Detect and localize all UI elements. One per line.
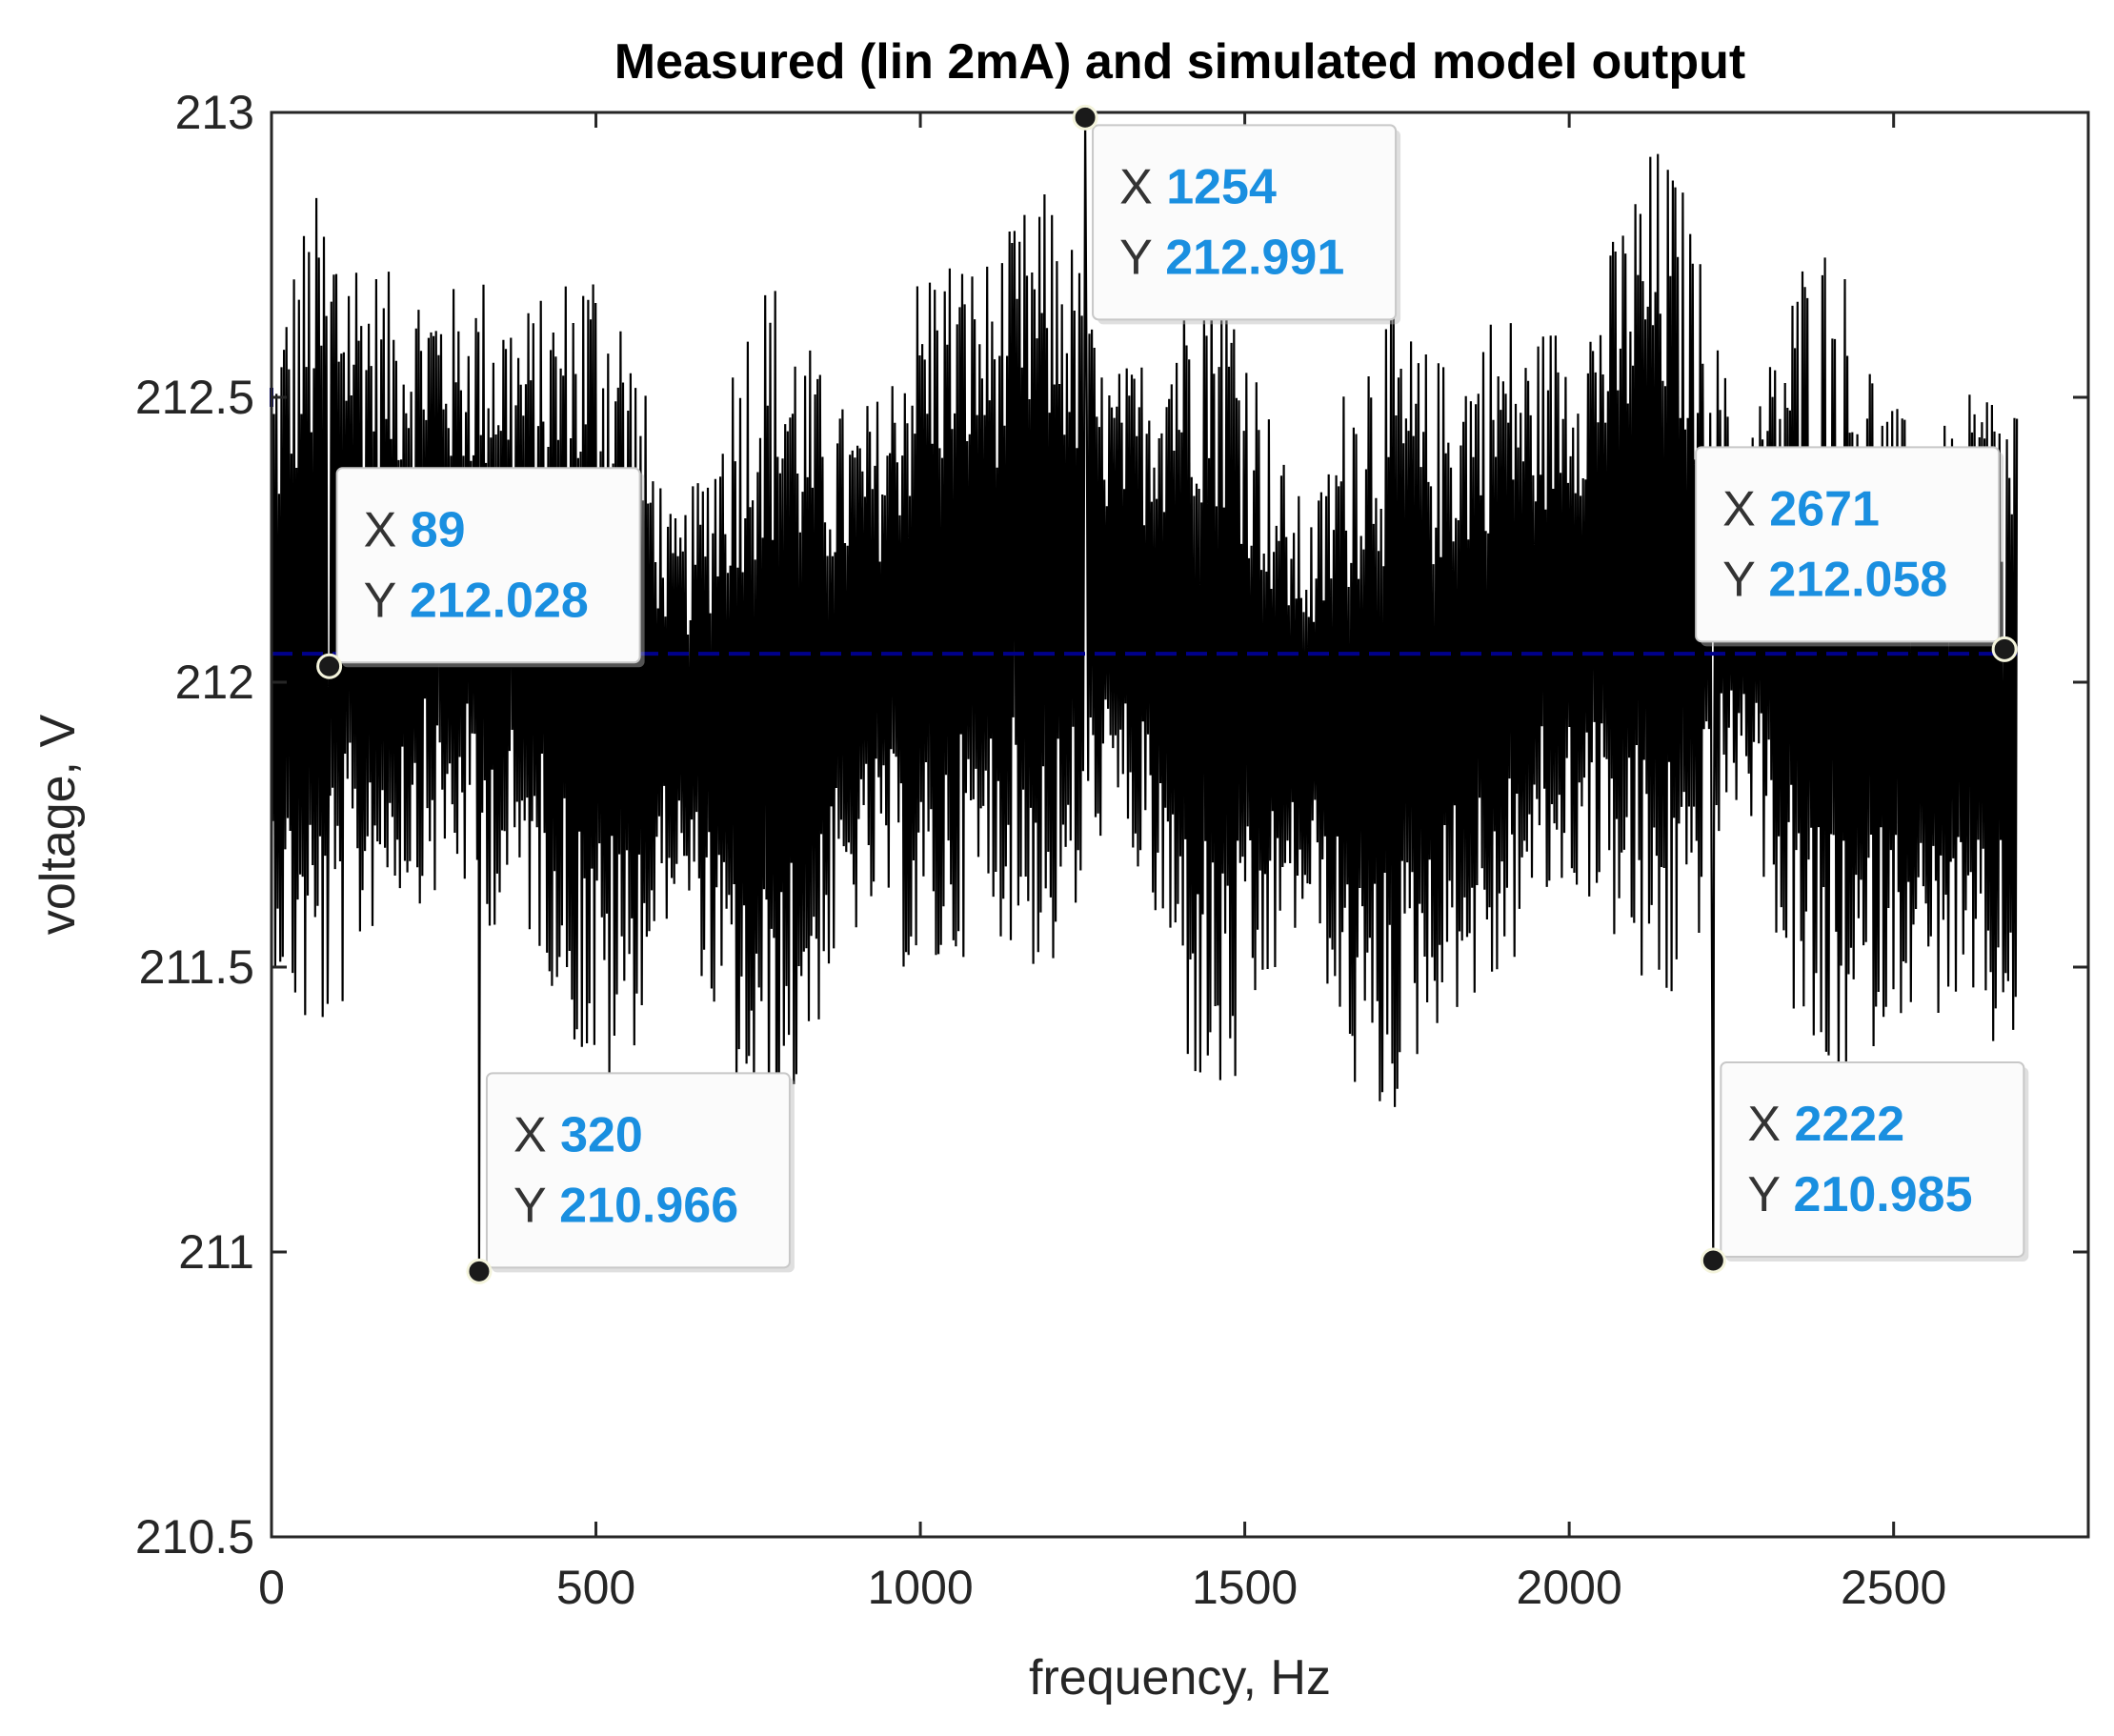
y-tick-label: 212.5 [135, 371, 254, 424]
datatip-y-row: Y 212.058 [1722, 552, 1947, 607]
datatip-x-key: X [513, 1107, 560, 1162]
axis-ticks: 0 500 1000 1500 2000 2500 210.5 211 211.5 212 212.… [135, 86, 2088, 1614]
datatip-marker[interactable] [1700, 1247, 1726, 1274]
x-tick-label: 2500 [1841, 1561, 1946, 1614]
datatip-y-key: Y [1747, 1167, 1793, 1222]
x-tick-label: 1500 [1192, 1561, 1298, 1614]
datatip-y-row: Y 212.991 [1119, 230, 1344, 285]
datatip-x-row: X 2222 [1747, 1097, 1904, 1152]
datatip-x-value: 2671 [1769, 481, 1880, 536]
datatip-x-value: 2222 [1794, 1097, 1904, 1152]
x-tick-label: 0 [258, 1561, 285, 1614]
datatip-x-key: X [1747, 1097, 1794, 1152]
datatip-x-row: X 1254 [1119, 159, 1277, 214]
datatip-box [1092, 124, 1398, 321]
plot-frame [270, 111, 2090, 1539]
x-tick-label: 500 [556, 1561, 635, 1614]
datatip-y-value: 212.028 [410, 573, 589, 628]
datatip-marker[interactable] [1072, 104, 1098, 131]
datatip-x-key: X [1119, 159, 1166, 214]
datatip-y-value: 212.991 [1165, 230, 1344, 285]
datatip-box [485, 1072, 791, 1269]
datatip-y-row: Y 212.028 [364, 573, 589, 628]
y-axis-label: voltage, V [30, 715, 86, 936]
x-axis-label: frequency, Hz [1029, 1650, 1331, 1706]
y-tick-label: 211 [178, 1225, 254, 1279]
series-line-measured [270, 117, 2019, 1272]
datatip-y-value: 212.058 [1768, 552, 1947, 607]
datatip-marker[interactable] [316, 653, 343, 679]
datatip-x-value: 320 [560, 1107, 643, 1162]
datatip-marker[interactable] [1991, 636, 2018, 662]
y-tick-label: 210.5 [135, 1510, 254, 1564]
datatip-y-key: Y [364, 573, 410, 628]
x-tick-label: 2000 [1517, 1561, 1622, 1614]
datatip-y-key: Y [1119, 230, 1165, 285]
datatip-x-row: X 320 [513, 1107, 643, 1162]
datatip-box [1695, 446, 2001, 643]
datatip-y-value: 210.985 [1794, 1167, 1973, 1222]
datatip-y-row: Y 210.966 [513, 1178, 738, 1233]
y-tick-label: 213 [175, 86, 254, 139]
datatip-x-value: 89 [411, 502, 466, 557]
datatip-y-row: Y 210.985 [1747, 1167, 1972, 1222]
datatip-y-key: Y [1722, 552, 1768, 607]
datatip-x-row: X 2671 [1722, 481, 1880, 536]
y-tick-label: 211.5 [139, 940, 254, 994]
datatip-y-value: 210.966 [559, 1178, 738, 1233]
x-tick-label: 1000 [867, 1561, 973, 1614]
datatip-x-row: X 89 [364, 502, 466, 557]
datatip[interactable]: X 89Y 212.028 [316, 467, 645, 679]
datatip-x-key: X [1722, 481, 1769, 536]
datatip-box [335, 467, 641, 664]
datatip-x-key: X [364, 502, 411, 557]
datatip-box [1720, 1060, 2025, 1258]
datatip-y-key: Y [513, 1178, 559, 1233]
datatip-x-value: 1254 [1166, 159, 1277, 214]
y-tick-label: 212 [175, 656, 254, 709]
chart-title: Measured (lin 2mA) and simulated model o… [614, 34, 1745, 90]
datatip-marker[interactable] [466, 1258, 493, 1284]
